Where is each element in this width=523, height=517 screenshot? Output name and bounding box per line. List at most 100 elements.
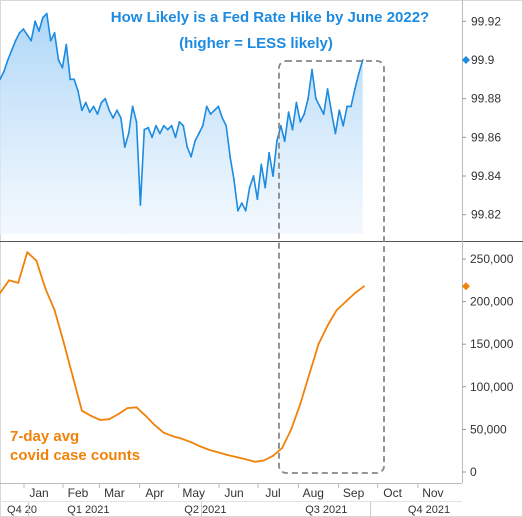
x-axis-month-label: Jan [29, 486, 48, 500]
covid-cases-points [0, 251, 365, 463]
covid-cases-y-tick-label: 200,000 [470, 295, 514, 309]
fed-futures-point [45, 12, 48, 15]
fed-futures-points [0, 12, 364, 212]
fed-futures-point [276, 140, 278, 143]
fed-futures-panel: 99.82 99.84 99.86 99.88 99.9 99.92 99.9 [0, 12, 501, 234]
covid-cases-point [226, 454, 229, 456]
x-axis-month-label: Oct [383, 486, 402, 500]
covid-cases-point [90, 414, 92, 417]
covid-cases-point [217, 451, 220, 454]
covid-cases-point [153, 424, 156, 427]
fed-futures-point [201, 124, 204, 127]
covid-cases-y-tick-label: 50,000 [470, 422, 507, 436]
x-axis-quarter-label: Q4 2021 [408, 504, 450, 516]
fed-futures-point [240, 202, 243, 204]
fed-futures-point [338, 109, 341, 112]
fed-futures-point [272, 175, 274, 177]
fed-futures-point [22, 28, 25, 30]
covid-cases-point [281, 447, 283, 450]
fed-futures-point [81, 109, 83, 112]
fed-futures-point [34, 20, 36, 23]
fed-futures-y-ticks: 99.82 99.84 99.86 99.88 99.9 99.92 [462, 14, 501, 222]
fed-futures-point [307, 97, 309, 100]
x-axis-month-label: Jul [265, 486, 280, 500]
covid-cases-y-tick-label: 100,000 [470, 380, 514, 394]
covid-cases-point [354, 292, 356, 295]
fed-futures-point [174, 136, 177, 139]
fed-futures-point [217, 105, 220, 108]
covid-cases-point [35, 259, 38, 262]
fed-futures-point [116, 109, 118, 112]
fed-futures-point [229, 155, 232, 158]
fed-futures-point [346, 105, 348, 108]
covid-cases-point [0, 292, 1, 295]
fed-futures-point [135, 120, 138, 123]
fed-futures-point [14, 39, 17, 42]
covid-cases-panel: 0 50,000 100,000 150,000 200,000 250,000 [0, 251, 514, 479]
covid-cases-y-tick-label: 0 [470, 465, 477, 479]
fed-futures-point [120, 117, 122, 119]
fed-futures-point [311, 68, 313, 71]
fed-futures-y-tick-label: 99.88 [471, 92, 501, 106]
fed-futures-point [10, 49, 13, 52]
fed-futures-point [53, 32, 56, 34]
chart-subtitle: (higher = LESS likely) [179, 35, 333, 52]
fed-futures-point [291, 128, 294, 131]
fed-futures-point [361, 59, 364, 61]
fed-futures-point [357, 72, 360, 75]
fed-futures-point [279, 124, 282, 127]
covid-cases-point [44, 287, 47, 290]
fed-futures-point [69, 78, 72, 81]
covid-annotation-line-1: 7-day avg [10, 428, 79, 445]
covid-cases-point [135, 406, 138, 409]
covid-cases-point [363, 285, 365, 288]
fed-futures-y-tick-label: 99.84 [471, 169, 501, 183]
covid-cases-point [263, 459, 265, 462]
x-axis-quarter-label: Q1 2021 [67, 504, 109, 516]
fed-futures-point [213, 109, 216, 112]
x-axis-quarter-labels: Q4 20 Q1 2021 Q2 2021 Q3 2021 Q4 2021 [7, 502, 450, 517]
fed-futures-y-tick-label: 99.86 [471, 130, 501, 144]
covid-cases-point [308, 373, 311, 375]
covid-cases-point [71, 375, 74, 378]
fed-futures-point [3, 70, 5, 73]
fed-futures-point [88, 111, 91, 114]
covid-cases-point [99, 419, 101, 421]
fed-futures-point [198, 132, 200, 135]
fed-futures-point [18, 32, 21, 34]
fed-futures-point [350, 105, 352, 108]
covid-cases-y-tick-label: 150,000 [470, 337, 514, 351]
fed-futures-point [342, 124, 345, 127]
covid-cases-point [117, 413, 120, 415]
x-axis-month-label: Mar [104, 486, 125, 500]
fed-futures-y-tick-label: 99.92 [471, 14, 501, 28]
fed-futures-point [42, 16, 44, 19]
fed-futures-point [260, 163, 263, 166]
fed-futures-last-value-label: 99.9 [471, 53, 495, 67]
fed-futures-point [166, 128, 169, 131]
covid-cases-point [8, 279, 11, 282]
fed-futures-point [334, 132, 337, 135]
x-axis-month-label: Nov [422, 486, 443, 500]
x-axis-quarter-label: Q4 20 [7, 504, 37, 516]
x-axis-month-label: Apr [145, 486, 164, 500]
covid-cases-point [26, 251, 29, 254]
fed-futures-point [143, 128, 146, 131]
fed-futures-point [252, 175, 255, 177]
fed-futures-point [49, 39, 52, 42]
fed-futures-point [108, 109, 111, 112]
covid-cases-point [344, 300, 347, 303]
fed-futures-point [205, 105, 208, 108]
fed-futures-point [123, 146, 126, 148]
fed-futures-point [186, 146, 189, 148]
covid-cases-point [244, 458, 247, 461]
fed-futures-point [131, 105, 134, 108]
fed-futures-line [0, 12, 364, 212]
covid-cases-point [272, 454, 274, 457]
covid-cases-point [172, 435, 174, 438]
covid-cases-point [181, 437, 183, 440]
x-axis-month-label: May [182, 486, 205, 500]
fed-futures-point [315, 97, 317, 100]
